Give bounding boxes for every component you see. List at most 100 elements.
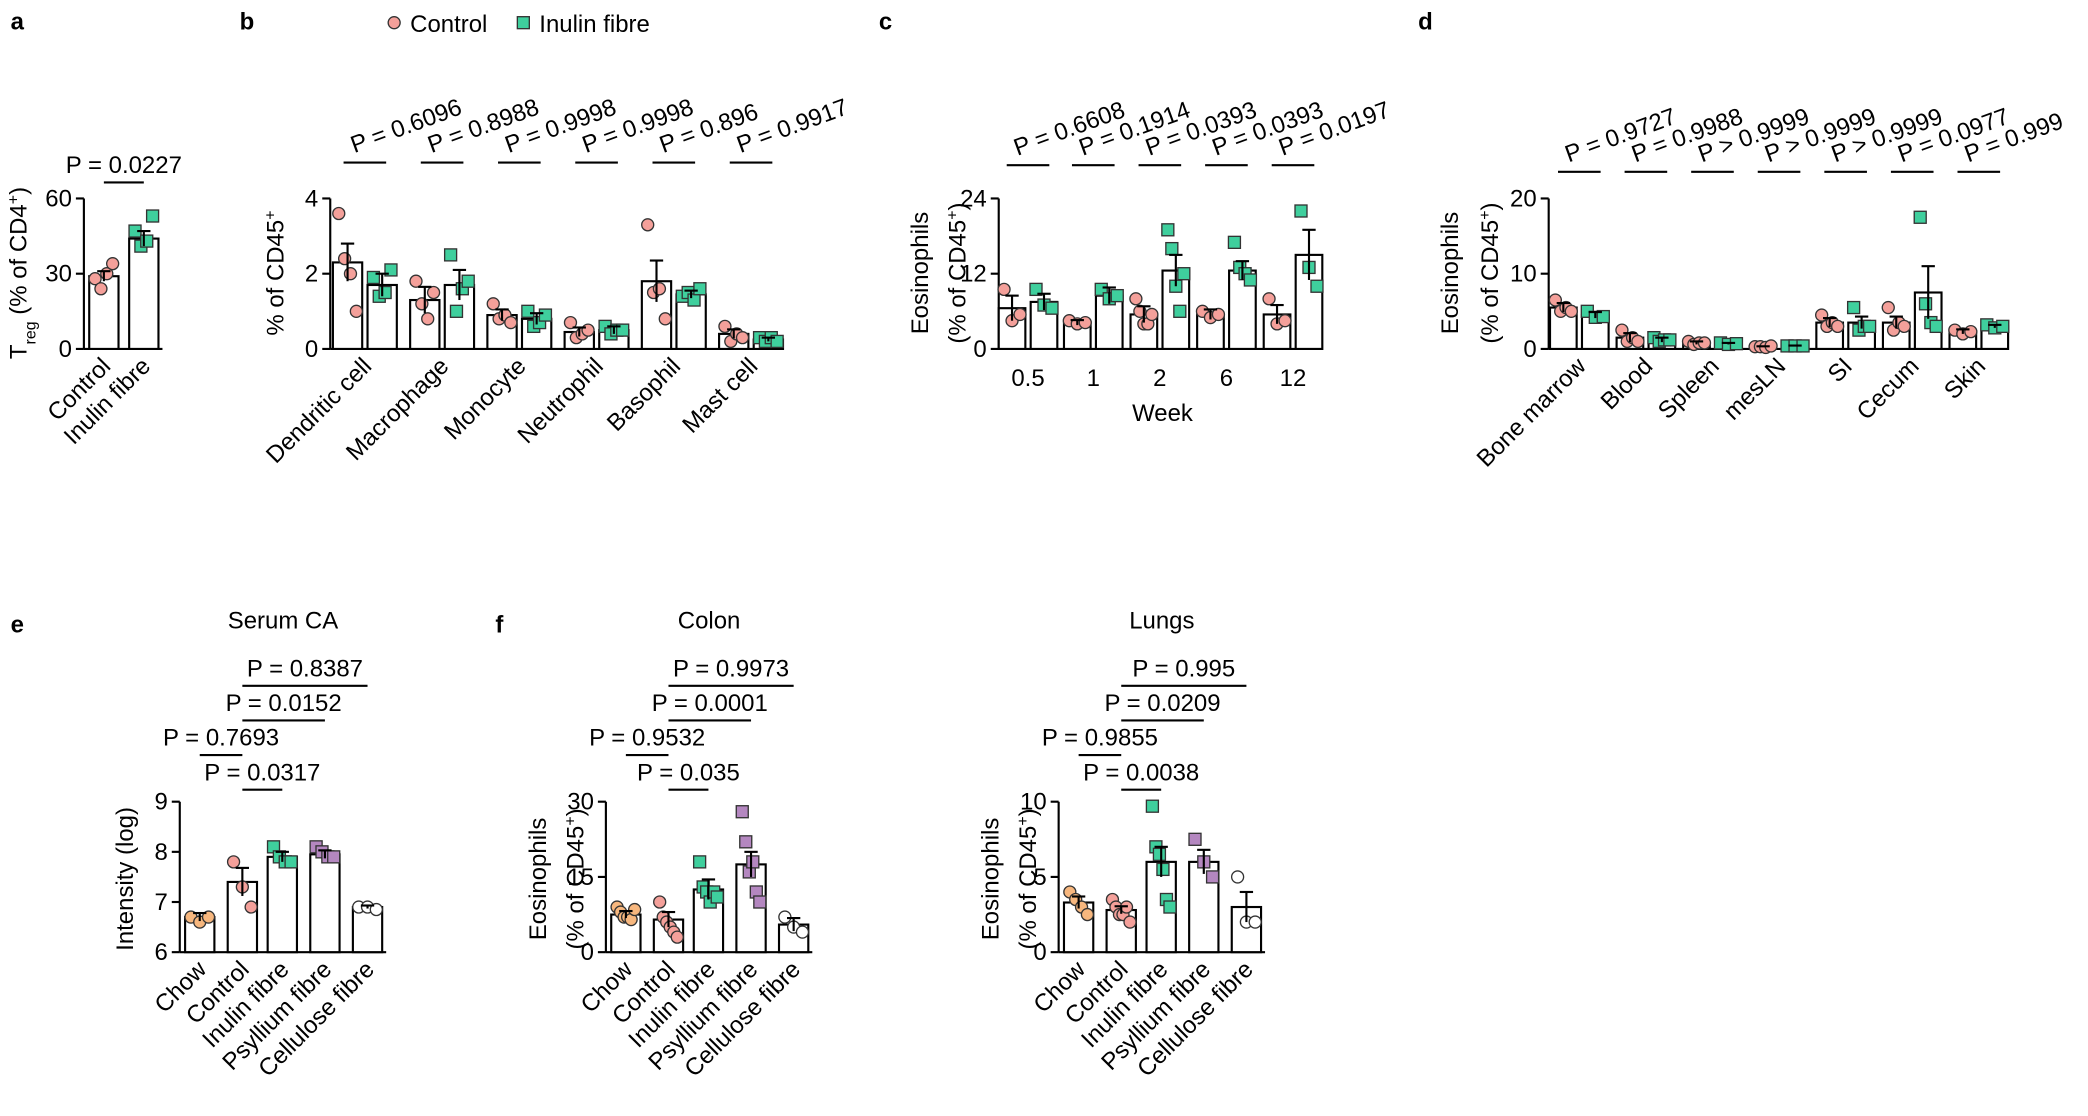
axis-label-part: (% of CD45 <box>562 826 589 950</box>
y-tick-label: 30 <box>567 789 594 816</box>
data-point <box>1110 288 1124 303</box>
y-tick-label: 60 <box>45 185 72 212</box>
data-point <box>226 855 241 869</box>
axis-label-part: Eosinophils <box>907 212 934 335</box>
legend-marker <box>387 16 401 30</box>
data-point <box>1152 847 1167 862</box>
data-point <box>1881 300 1895 315</box>
axis-label-part: Eosinophils <box>1437 212 1464 335</box>
axis-label-part: + <box>562 816 579 825</box>
axis-label-part: Eosinophils <box>978 818 1005 941</box>
data-point <box>337 251 352 266</box>
data-point <box>1913 210 1927 224</box>
data-point <box>1631 334 1645 349</box>
legend-marker <box>516 16 530 30</box>
data-point <box>1846 300 1861 315</box>
data-point <box>770 334 784 349</box>
axis-label: Treg (% of CD4+) <box>5 187 39 359</box>
data-point <box>616 323 630 337</box>
x-tick-label: 1 <box>1087 365 1100 392</box>
axis-label-part: Intensity (log) <box>112 807 139 951</box>
y-tick-label: 8 <box>154 839 167 866</box>
data-point <box>1596 309 1610 324</box>
p-value: P = 0.8387 <box>247 656 363 683</box>
data-point <box>1897 319 1911 334</box>
data-point <box>384 263 398 277</box>
data-point <box>486 297 500 311</box>
data-point <box>1188 832 1202 846</box>
data-point <box>1129 292 1143 306</box>
data-point <box>1663 333 1677 347</box>
y-tick-label: 4 <box>305 185 318 212</box>
data-point <box>1548 293 1563 307</box>
data-point <box>1123 915 1137 929</box>
axis-label: Eosinophils <box>907 212 934 335</box>
data-point <box>653 895 667 909</box>
data-point <box>349 304 364 318</box>
bar <box>1188 860 1220 954</box>
data-point <box>332 206 346 221</box>
data-point <box>693 282 707 296</box>
data-point <box>461 274 475 288</box>
data-point <box>1205 870 1220 884</box>
chart-title: Colon <box>678 608 741 635</box>
data-point <box>1165 241 1179 256</box>
panel-letter: d <box>1418 8 1433 35</box>
data-point <box>1862 319 1877 334</box>
data-point <box>1145 799 1160 813</box>
data-point <box>284 855 298 869</box>
axis-label-part: ) <box>944 202 971 210</box>
x-tick-label: mesLN <box>1719 353 1792 426</box>
x-tick-label: Mast cell <box>677 353 763 439</box>
bar <box>128 237 160 350</box>
axis-label-part: ) <box>562 808 589 816</box>
data-point <box>1230 870 1245 884</box>
data-point <box>795 925 810 939</box>
data-point <box>1815 308 1829 322</box>
p-value: P = 0.0227 <box>66 152 182 179</box>
x-tick-label: 12 <box>1280 365 1307 392</box>
y-tick-label: 0 <box>973 336 986 363</box>
data-point <box>1013 307 1027 322</box>
data-point <box>409 274 423 288</box>
p-value: P = 0.7693 <box>163 725 279 752</box>
x-tick-label: Neutrophil <box>513 353 609 449</box>
p-value: P = 0.9855 <box>1042 725 1158 752</box>
data-point <box>1310 279 1324 293</box>
y-tick-label: 10 <box>1020 789 1047 816</box>
p-value: P = 0.0038 <box>1083 759 1199 786</box>
data-point <box>746 855 760 869</box>
data-point <box>1294 204 1308 218</box>
data-point <box>1029 282 1043 297</box>
legend-label: Control <box>410 11 487 38</box>
data-point <box>1929 319 1943 334</box>
y-tick-label: 6 <box>154 939 167 966</box>
data-point <box>1094 282 1108 297</box>
data-point <box>687 293 701 307</box>
data-point <box>1156 862 1170 877</box>
y-tick-label: 5 <box>1033 864 1046 891</box>
data-point <box>739 835 753 849</box>
bar <box>309 853 341 954</box>
x-tick-label: Blood <box>1596 353 1658 415</box>
p-value: P = 0.0001 <box>652 690 768 717</box>
axis-label-part: + <box>1015 816 1032 825</box>
data-point <box>426 285 441 300</box>
data-point <box>670 930 684 944</box>
legend-label: Inulin fibre <box>539 11 650 38</box>
data-point <box>1243 273 1258 287</box>
data-point <box>1078 315 1092 330</box>
p-value: P = 0.0317 <box>204 759 320 786</box>
axis-label: Eosinophils <box>525 818 552 941</box>
data-point <box>1145 307 1159 322</box>
data-point <box>1163 900 1177 914</box>
p-value: P = 0.9532 <box>589 725 705 752</box>
data-point <box>449 304 464 318</box>
y-tick-label: 24 <box>960 185 987 212</box>
data-point <box>710 890 724 904</box>
data-point <box>421 312 435 326</box>
bar <box>266 855 299 954</box>
axis-label: (% of CD45+) <box>562 808 590 949</box>
x-tick-label: 0.5 <box>1011 365 1044 392</box>
chart-title: Serum CA <box>228 608 339 635</box>
